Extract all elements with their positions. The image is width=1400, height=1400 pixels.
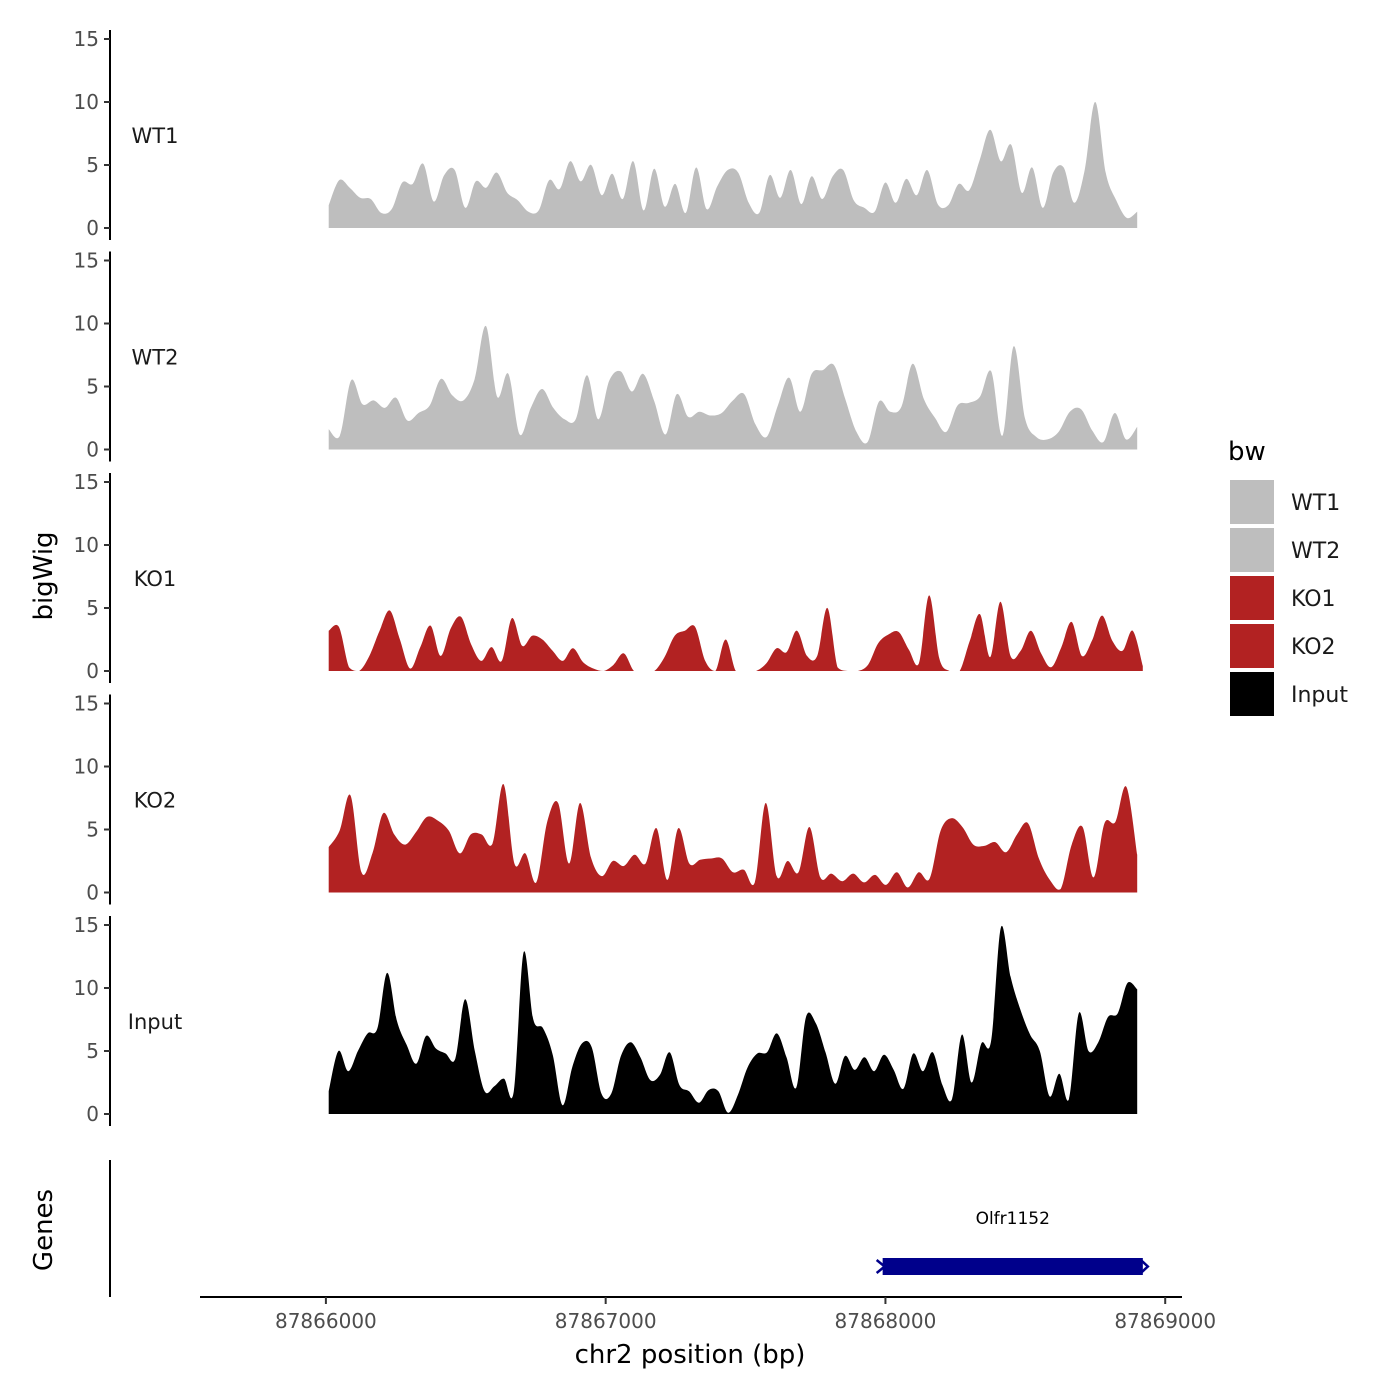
x-tick-label: 87866000 <box>275 1309 377 1333</box>
y-tick-label: 10 <box>74 90 99 114</box>
legend-label: Input <box>1291 683 1348 708</box>
track-wt2: 0 5 10 15 WT2 <box>74 249 1138 462</box>
track-label: KO2 <box>134 789 177 813</box>
y-tick-label: 10 <box>74 755 99 779</box>
y-tick-label: 5 <box>86 153 99 177</box>
y-tick-label: 10 <box>74 533 99 557</box>
y-tick-label: 5 <box>86 375 99 399</box>
y-tick-label: 0 <box>86 438 99 462</box>
legend-title: bw <box>1228 437 1266 467</box>
legend-swatch <box>1230 528 1274 572</box>
y-tick-label: 5 <box>86 1039 99 1063</box>
x-tick-label: 87869000 <box>1114 1309 1216 1333</box>
tracks-layer: 0 5 10 15 WT1 0 5 10 15 WT2 0 5 10 15 KO1 0 5 10 15 KO2 0 5 10… <box>74 27 1143 1126</box>
y-tick-label: 0 <box>86 1102 99 1126</box>
y-tick-label: 15 <box>74 27 99 51</box>
track-label: WT1 <box>132 124 179 148</box>
gene-strand-arrow <box>875 1259 887 1274</box>
y-tick-label: 0 <box>86 216 99 240</box>
track-area <box>328 595 1143 671</box>
legend-items: WT1 WT2 KO1 KO2 Input <box>1230 480 1348 716</box>
legend-label: KO1 <box>1291 587 1336 612</box>
y-tick-label: 15 <box>74 913 99 937</box>
x-ticks: 87866000 87867000 87868000 87869000 <box>275 1297 1216 1333</box>
y-tick-label: 15 <box>74 692 99 716</box>
track-area <box>328 101 1138 228</box>
track-ko2: 0 5 10 15 KO2 <box>74 692 1138 905</box>
legend-swatch <box>1230 672 1274 716</box>
gene-label: Olfr1152 <box>976 1209 1050 1229</box>
legend-label: KO2 <box>1291 635 1336 660</box>
track-area <box>328 325 1138 450</box>
y-tick-label: 0 <box>86 659 99 683</box>
legend-swatch <box>1230 624 1274 668</box>
legend: bw WT1 WT2 KO1 KO2 Input <box>1228 437 1348 716</box>
y-tick-label: 0 <box>86 881 99 905</box>
y-axis-title: bigWig <box>29 531 59 620</box>
track-label: WT2 <box>132 346 179 370</box>
genes-layer: Olfr1152 <box>875 1209 1150 1275</box>
y-tick-label: 15 <box>74 249 99 273</box>
legend-swatch <box>1230 576 1274 620</box>
track-area <box>328 925 1138 1114</box>
y-tick-label: 5 <box>86 596 99 620</box>
y-tick-label: 10 <box>74 312 99 336</box>
legend-swatch <box>1230 480 1274 524</box>
track-area <box>328 783 1138 893</box>
gene-strand-arrow <box>1139 1259 1150 1274</box>
x-tick-label: 87867000 <box>555 1309 657 1333</box>
gene-body <box>882 1258 1143 1275</box>
x-axis-title: chr2 position (bp) <box>575 1340 806 1370</box>
legend-label: WT1 <box>1291 491 1340 516</box>
track-input: 0 5 10 15 Input <box>74 913 1138 1126</box>
track-label: Input <box>128 1010 182 1034</box>
genes-panel: Genes Olfr1152 <box>29 1160 1150 1297</box>
track-label: KO1 <box>134 567 177 591</box>
track-wt1: 0 5 10 15 WT1 <box>74 27 1138 240</box>
x-tick-label: 87868000 <box>835 1309 937 1333</box>
x-axis: 87866000 87867000 87868000 87869000 chr2 po… <box>200 1296 1216 1370</box>
track-ko1: 0 5 10 15 KO1 <box>74 470 1143 683</box>
legend-label: WT2 <box>1291 539 1340 564</box>
y-tick-label: 5 <box>86 818 99 842</box>
genes-label: Genes <box>29 1189 59 1271</box>
y-tick-label: 15 <box>74 470 99 494</box>
y-tick-label: 10 <box>74 976 99 1000</box>
